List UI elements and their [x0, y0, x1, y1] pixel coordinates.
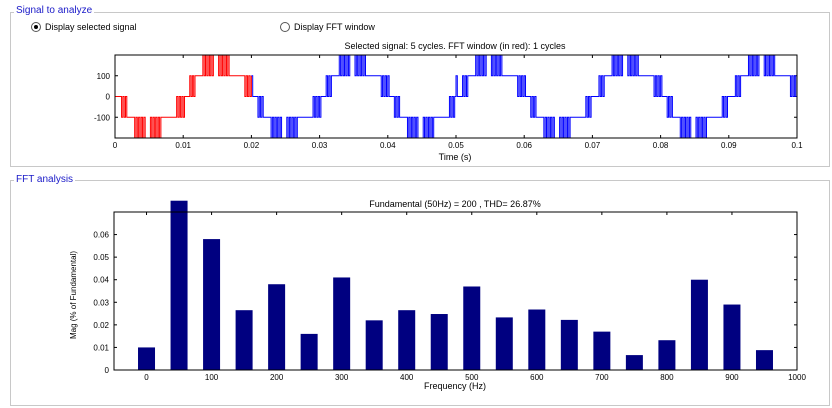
- fft-bar: [365, 320, 383, 370]
- fft-x-tick-label: 200: [270, 373, 284, 382]
- signal-chart-xlabel: Time (s): [439, 152, 472, 162]
- fft-chart-title: Fundamental (50Hz) = 200 , THD= 26.87%: [369, 199, 540, 209]
- signal-x-tick-label: 0: [113, 141, 118, 150]
- display-selected-signal-radio[interactable]: Display selected signal: [31, 22, 137, 32]
- fft-x-tick-label: 800: [660, 373, 674, 382]
- fft-bar: [495, 317, 513, 370]
- fft-y-tick-label: 0.02: [93, 321, 109, 330]
- radio-checked-icon: [31, 22, 41, 32]
- fft-bar: [593, 331, 611, 370]
- signal-x-tick-label: 0.01: [175, 141, 191, 150]
- signal-y-tick-label: 100: [97, 72, 111, 81]
- display-fft-window-label: Display FFT window: [294, 22, 375, 32]
- signal-x-tick-label: 0.02: [244, 141, 260, 150]
- fft-x-tick-label: 600: [530, 373, 544, 382]
- fft-bar: [528, 309, 546, 370]
- fft-bar: [463, 286, 481, 370]
- fft-x-tick-label: 500: [465, 373, 479, 382]
- selected-signal-trace: [251, 54, 798, 139]
- fft-bar: [658, 340, 676, 370]
- signal-panel: [10, 12, 830, 167]
- fft-window-signal-trace: [115, 54, 252, 139]
- fft-bar: [560, 319, 578, 370]
- fft-bar: [170, 200, 188, 370]
- signal-panel-title: Signal to analyze: [14, 5, 95, 16]
- fft-bar: [690, 279, 708, 370]
- signal-x-tick-label: 0.1: [791, 141, 803, 150]
- fft-y-tick-label: 0.06: [93, 231, 109, 240]
- signal-y-tick-label: -100: [94, 113, 111, 122]
- display-selected-signal-label: Display selected signal: [45, 22, 137, 32]
- fft-bar: [235, 310, 253, 370]
- fft-panel: [10, 180, 830, 406]
- fft-x-tick-label: 0: [144, 373, 149, 382]
- fft-bar: [268, 284, 286, 370]
- fft-x-tick-label: 900: [725, 373, 739, 382]
- signal-x-tick-label: 0.09: [721, 141, 737, 150]
- signal-chart: Selected signal: 5 cycles. FFT window (i…: [94, 41, 803, 162]
- signal-y-tick-label: 0: [106, 93, 111, 102]
- signal-chart-title: Selected signal: 5 cycles. FFT window (i…: [345, 41, 566, 51]
- signal-x-tick-label: 0.06: [516, 141, 532, 150]
- fft-chart-xlabel: Frequency (Hz): [424, 381, 486, 391]
- signal-plot-frame: [114, 54, 798, 139]
- fft-plot-frame: [113, 211, 798, 371]
- fft-bar: [723, 304, 741, 370]
- fft-y-tick-label: 0: [105, 366, 110, 375]
- fft-x-tick-label: 1000: [788, 373, 806, 382]
- fft-chart-ylabel: Mag (% of Fundamental): [69, 251, 78, 339]
- fft-bar: [138, 347, 156, 370]
- fft-bar: [300, 333, 318, 370]
- fft-bar: [333, 277, 351, 370]
- fft-bar: [755, 350, 773, 370]
- fft-panel-title: FFT analysis: [14, 174, 76, 185]
- fft-chart: Fundamental (50Hz) = 200 , THD= 26.87% F…: [69, 199, 806, 391]
- radio-unchecked-icon: [280, 22, 290, 32]
- fft-y-tick-label: 0.05: [93, 253, 109, 262]
- signal-x-tick-label: 0.08: [653, 141, 669, 150]
- fft-x-tick-label: 300: [335, 373, 349, 382]
- signal-x-tick-label: 0.07: [585, 141, 601, 150]
- fft-y-tick-label: 0.01: [93, 343, 109, 352]
- signal-x-tick-label: 0.03: [312, 141, 328, 150]
- signal-x-tick-label: 0.05: [448, 141, 464, 150]
- fft-x-tick-label: 700: [595, 373, 609, 382]
- fft-x-tick-label: 400: [400, 373, 414, 382]
- fft-y-tick-label: 0.04: [93, 276, 109, 285]
- fft-bar: [625, 355, 643, 370]
- fft-x-tick-label: 100: [205, 373, 219, 382]
- fft-bar: [203, 239, 221, 370]
- display-fft-window-radio[interactable]: Display FFT window: [280, 22, 375, 32]
- fft-bar: [430, 314, 448, 370]
- fft-bar: [398, 310, 416, 370]
- fft-y-tick-label: 0.03: [93, 298, 109, 307]
- signal-x-tick-label: 0.04: [380, 141, 396, 150]
